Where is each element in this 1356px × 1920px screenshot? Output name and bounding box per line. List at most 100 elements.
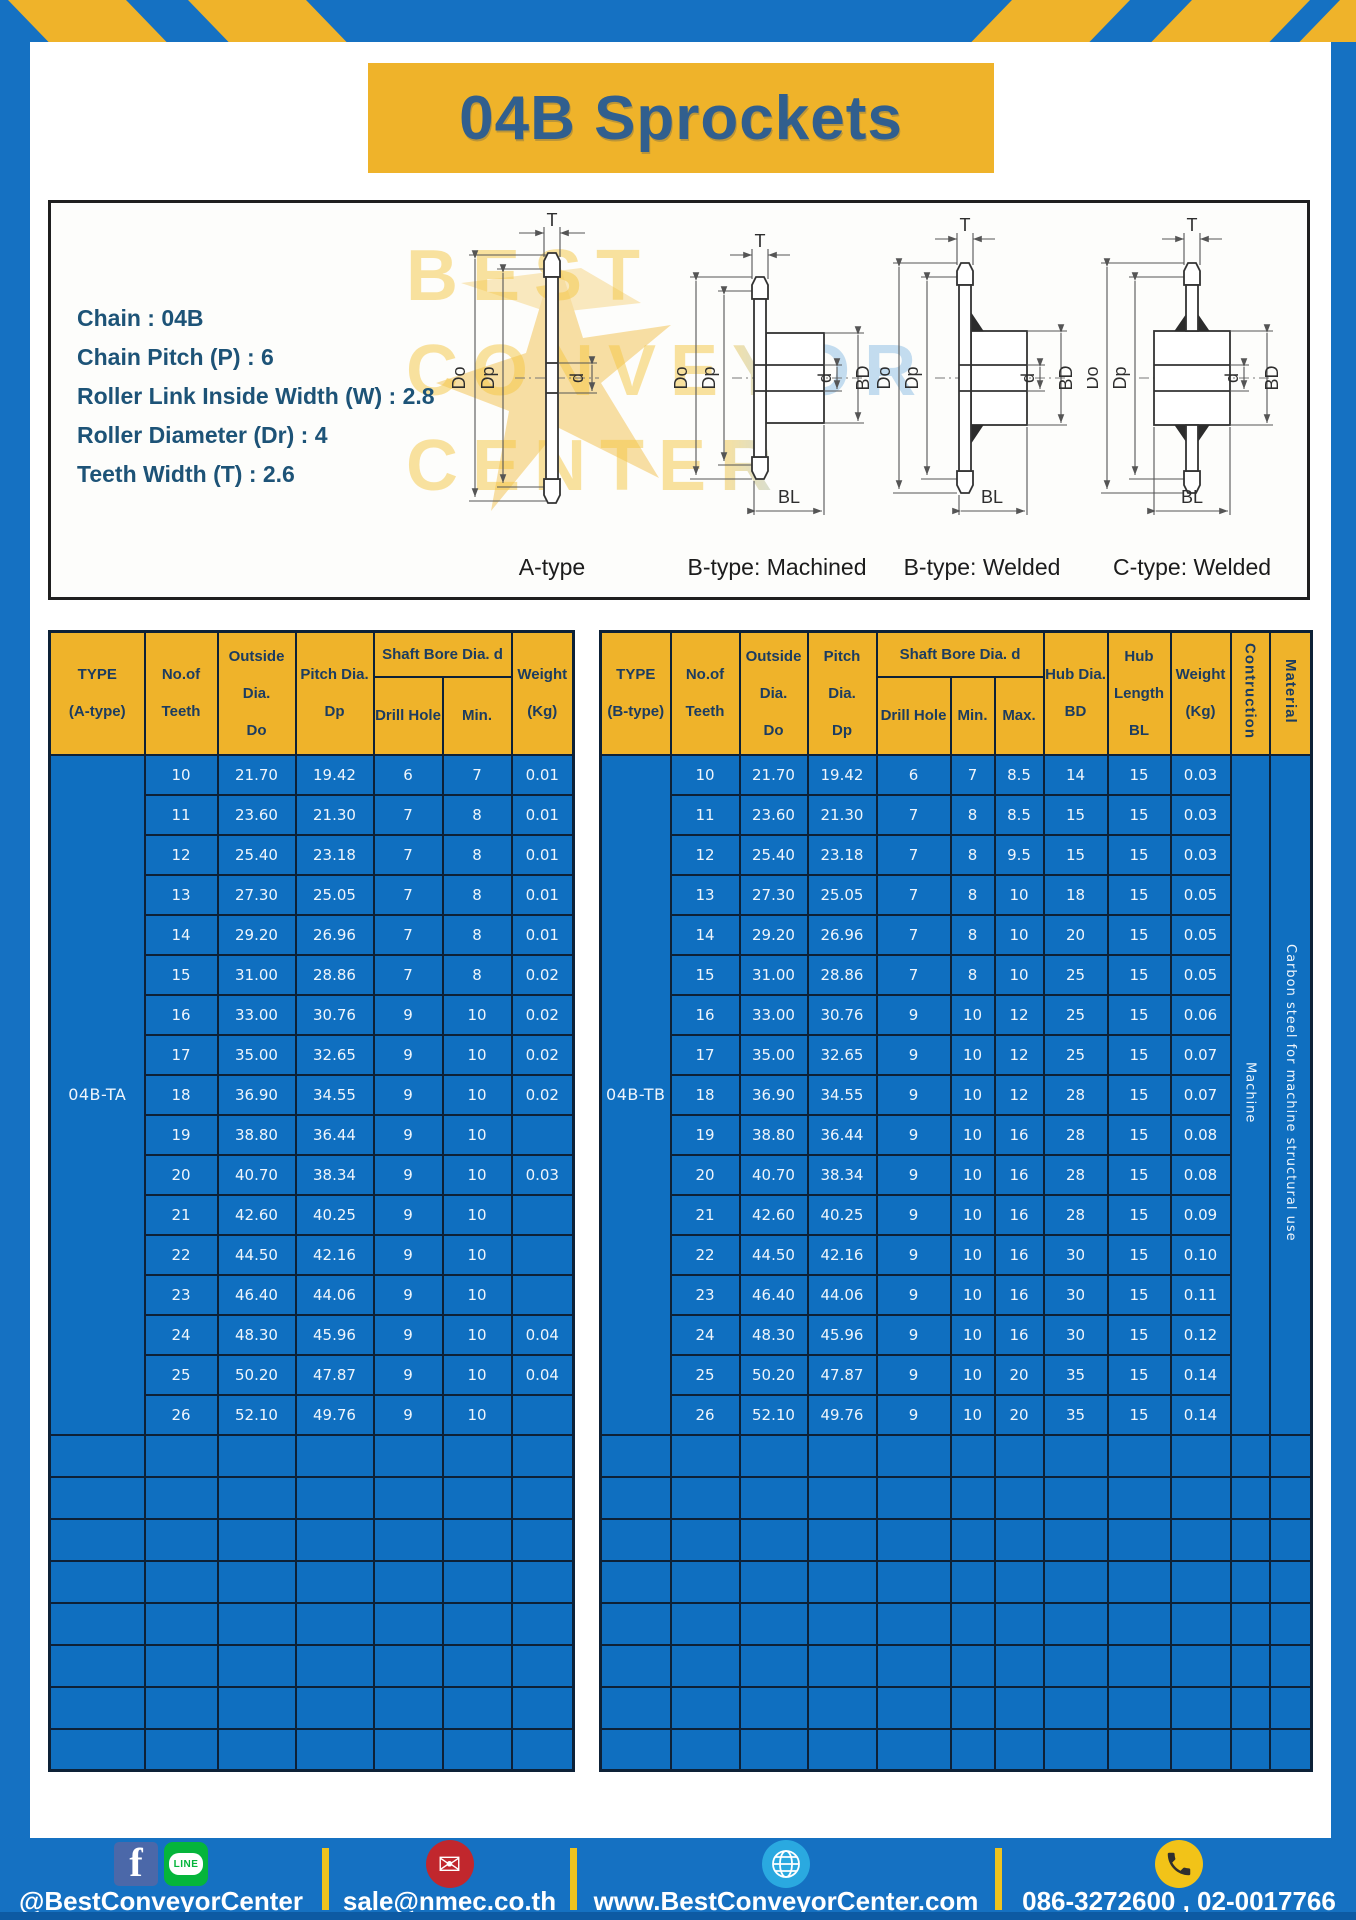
empty-cell <box>949 1601 996 1646</box>
table-cell: 9 <box>875 993 952 1036</box>
globe-icon[interactable] <box>762 1840 810 1888</box>
table-cell <box>510 1233 575 1276</box>
empty-cell <box>372 1685 444 1730</box>
empty-cell <box>738 1643 809 1688</box>
table-cell: 49.76 <box>294 1393 375 1436</box>
col-header-teeth: No.of Teeth <box>143 630 219 756</box>
table-cell: 15 <box>1106 1233 1172 1276</box>
table-row: 19 38.80 36.44 9 10 16 28 15 0.08 <box>601 1113 1312 1156</box>
table-cell: 33.00 <box>216 993 297 1036</box>
empty-cell <box>510 1727 575 1772</box>
table-cell: 27.30 <box>216 873 297 916</box>
diagram-panel: BEST CONVEYOR CENTER Chain : 04B Chain P… <box>48 200 1310 600</box>
table-cell: 10 <box>441 1353 513 1396</box>
empty-cell <box>294 1727 375 1772</box>
table-cell: 0.06 <box>1169 993 1232 1036</box>
empty-cell <box>48 1559 146 1604</box>
empty-cell <box>599 1601 672 1646</box>
empty-table-row <box>599 1643 1313 1688</box>
empty-cell <box>1229 1601 1271 1646</box>
table-cell: 9 <box>372 1273 444 1316</box>
line-icon[interactable]: LINE <box>164 1842 208 1886</box>
table-cell: 0.02 <box>510 993 575 1036</box>
empty-cell <box>1042 1727 1109 1772</box>
table-cell: 15 <box>1106 953 1172 996</box>
empty-cell <box>806 1517 878 1562</box>
empty-table-row <box>599 1475 1313 1520</box>
table-cell: 47.87 <box>294 1353 375 1396</box>
svg-text:T: T <box>547 213 558 230</box>
empty-table-row <box>599 1727 1313 1772</box>
phone-numbers[interactable]: 086-3272600 , 02-0017766 <box>1022 1886 1336 1916</box>
table-cell: 25.40 <box>738 833 809 876</box>
drawing-a-type: T Do Dp d A-type <box>447 210 657 581</box>
table-cell: 7 <box>372 873 444 916</box>
table-cell: 0.02 <box>510 1033 575 1076</box>
table-cell: 10 <box>143 753 219 796</box>
table-cell: 48.30 <box>216 1313 297 1356</box>
table-cell: 12 <box>993 1073 1045 1116</box>
empty-cell <box>806 1559 878 1604</box>
table-cell: 9.5 <box>993 833 1045 876</box>
stripe-decoration <box>1151 0 1310 42</box>
table-cell: 52.10 <box>738 1393 809 1436</box>
table-cell: 0.07 <box>1169 1073 1232 1116</box>
table-cell: 20 <box>1042 913 1109 956</box>
empty-cell <box>510 1601 575 1646</box>
empty-cell <box>216 1433 297 1478</box>
table-b-type: TYPE (B-type) No.of Teeth Outside Dia. Do Pi… <box>599 630 1313 1772</box>
table-row: 12 25.40 23.18 7 8 0.01 <box>50 833 575 876</box>
table-cell: 12 <box>143 833 219 876</box>
table-cell: 18 <box>1042 873 1109 916</box>
empty-table-row <box>48 1643 575 1688</box>
col-header-weight: Weight (Kg) <box>1169 630 1232 756</box>
facebook-icon[interactable]: f <box>114 1842 158 1886</box>
footer-phone: 086-3272600 , 02-0017766 <box>1002 1838 1356 1920</box>
table-cell: 28 <box>1042 1073 1109 1116</box>
empty-cell <box>1229 1559 1271 1604</box>
table-row: 12 25.40 23.18 7 8 9.5 15 15 0.03 <box>601 833 1312 876</box>
phone-icon[interactable] <box>1155 1840 1203 1888</box>
table-cell: 9 <box>372 1033 444 1076</box>
empty-cell <box>669 1517 741 1562</box>
table-cell: 9 <box>372 1073 444 1116</box>
table-cell: 30.76 <box>806 993 878 1036</box>
empty-cell <box>441 1559 513 1604</box>
table-cell: 7 <box>372 793 444 836</box>
table-cell: 8.5 <box>993 753 1045 796</box>
table-cell: 12 <box>993 993 1045 1036</box>
table-cell: 23.18 <box>294 833 375 876</box>
social-handle[interactable]: @BestConveyorCenter <box>19 1886 303 1916</box>
empty-cell <box>993 1727 1045 1772</box>
col-header-min: Min. <box>949 675 996 756</box>
svg-text:T: T <box>755 231 766 251</box>
email-address[interactable]: sale@nmec.co.th <box>342 1886 557 1916</box>
empty-cell <box>1042 1433 1109 1478</box>
empty-cell <box>143 1601 219 1646</box>
table-cell: 15 <box>1106 1393 1172 1436</box>
table-cell: 7 <box>372 833 444 876</box>
svg-text:BD: BD <box>1262 365 1282 390</box>
empty-cell <box>738 1601 809 1646</box>
empty-cell <box>949 1475 996 1520</box>
table-cell: 0.03 <box>1169 753 1232 796</box>
empty-cell <box>441 1433 513 1478</box>
table-row: 14 29.20 26.96 7 8 10 20 15 0.05 <box>601 913 1312 956</box>
table-cell: 10 <box>441 993 513 1036</box>
table-cell: 9 <box>875 1273 952 1316</box>
table-cell: 34.55 <box>294 1073 375 1116</box>
email-icon[interactable]: ✉ <box>425 1840 474 1888</box>
table-row: 25 50.20 47.87 9 10 20 35 15 0.14 <box>601 1353 1312 1396</box>
svg-text:T: T <box>960 215 971 235</box>
website-url[interactable]: www.BestConveyorCenter.com <box>593 1886 979 1916</box>
footer-website: www.BestConveyorCenter.com <box>577 1838 995 1920</box>
empty-cell <box>441 1601 513 1646</box>
svg-text:Do: Do <box>672 366 691 389</box>
empty-cell <box>294 1475 375 1520</box>
table-cell: 20 <box>669 1153 741 1196</box>
table-cell: 6 <box>875 753 952 796</box>
table-cell: 20 <box>993 1393 1045 1436</box>
empty-cell <box>669 1559 741 1604</box>
col-header-outside-dia: Outside Dia. Do <box>216 630 297 756</box>
table-cell: 0.03 <box>1169 833 1232 876</box>
